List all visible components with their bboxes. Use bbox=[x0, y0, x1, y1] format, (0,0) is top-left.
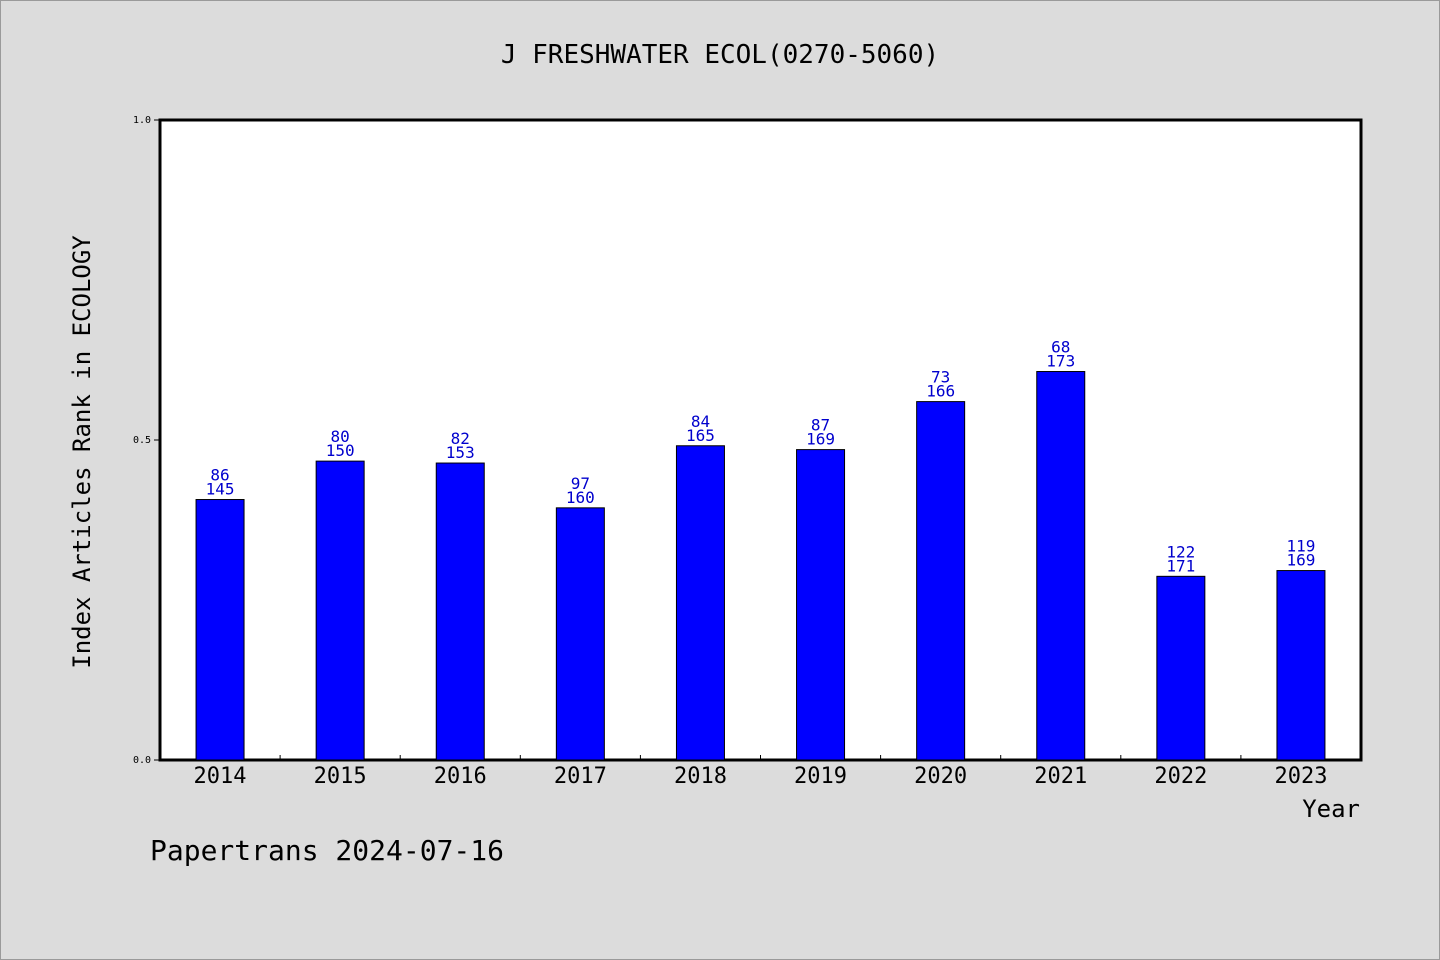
bar-rank-label-2023: 119 bbox=[1286, 537, 1315, 556]
bar-2019 bbox=[796, 449, 846, 761]
x-axis: 2014 2015 2016 2017 2018 2019 2020 2021 2022 2023 bbox=[194, 755, 1327, 789]
bar-total-label-2014: 145 bbox=[206, 480, 235, 499]
x-tick-label-2017: 2017 bbox=[554, 764, 607, 789]
x-tick-label-2022: 2022 bbox=[1154, 764, 1207, 789]
x-tick-label-2019: 2019 bbox=[794, 764, 847, 789]
bar-2014 bbox=[195, 499, 245, 761]
bar-2020 bbox=[916, 401, 966, 761]
bar-rank-label-2018: 84 bbox=[691, 412, 710, 431]
x-tick-label-2023: 2023 bbox=[1274, 764, 1327, 789]
bar-total-label-2021: 173 bbox=[1046, 352, 1075, 371]
bar-2016 bbox=[435, 462, 485, 761]
bar-rank-label-2015: 80 bbox=[331, 427, 350, 446]
bar-total-label-2022: 171 bbox=[1166, 556, 1195, 575]
bar-rank-label-2020: 73 bbox=[931, 368, 950, 387]
x-tick-label-2020: 2020 bbox=[914, 764, 967, 789]
y-axis: 0.0 0.5 1.0 bbox=[133, 115, 160, 766]
bar-total-label-2016: 153 bbox=[446, 443, 475, 462]
bar-2023 bbox=[1276, 570, 1326, 761]
bar-total-label-2020: 166 bbox=[926, 382, 955, 401]
bar-2017 bbox=[555, 507, 605, 761]
bar-rank-label-2019: 87 bbox=[811, 416, 830, 435]
x-tick-label-2018: 2018 bbox=[674, 764, 727, 789]
bar-rank-label-2016: 82 bbox=[451, 429, 470, 448]
bar-rank-label-2022: 122 bbox=[1166, 542, 1195, 561]
bar-total-label-2018: 165 bbox=[686, 426, 715, 445]
x-tick-label-2016: 2016 bbox=[434, 764, 487, 789]
footer-note: Papertrans 2024-07-16 bbox=[150, 834, 505, 867]
bars-group: 8614580150821539716084165871697316668173… bbox=[195, 338, 1326, 761]
x-tick-label-2021: 2021 bbox=[1034, 764, 1087, 789]
bar-2021 bbox=[1036, 371, 1086, 761]
bar-2015 bbox=[315, 460, 365, 761]
bar-rank-label-2014: 86 bbox=[210, 466, 229, 485]
chart-title: J FRESHWATER ECOL(0270-5060) bbox=[501, 40, 939, 70]
bar-2022 bbox=[1156, 575, 1206, 761]
y-tick-label-0.5: 0.5 bbox=[133, 435, 151, 446]
bar-total-label-2015: 150 bbox=[326, 441, 355, 460]
x-tick-label-2014: 2014 bbox=[194, 764, 247, 789]
bar-total-label-2023: 169 bbox=[1286, 551, 1315, 570]
bar-rank-label-2017: 97 bbox=[571, 474, 590, 493]
bar-rank-label-2021: 68 bbox=[1051, 338, 1070, 357]
y-axis-label: Index Articles Rank in ECOLOGY bbox=[68, 235, 96, 669]
bar-total-label-2019: 169 bbox=[806, 430, 835, 449]
x-axis-label: Year bbox=[1302, 795, 1360, 823]
y-tick-label-1.0: 1.0 bbox=[133, 115, 151, 126]
x-tick-label-2015: 2015 bbox=[314, 764, 367, 789]
bar-total-label-2017: 160 bbox=[566, 488, 595, 507]
y-tick-label-0.0: 0.0 bbox=[133, 755, 151, 766]
bar-2018 bbox=[675, 445, 725, 761]
